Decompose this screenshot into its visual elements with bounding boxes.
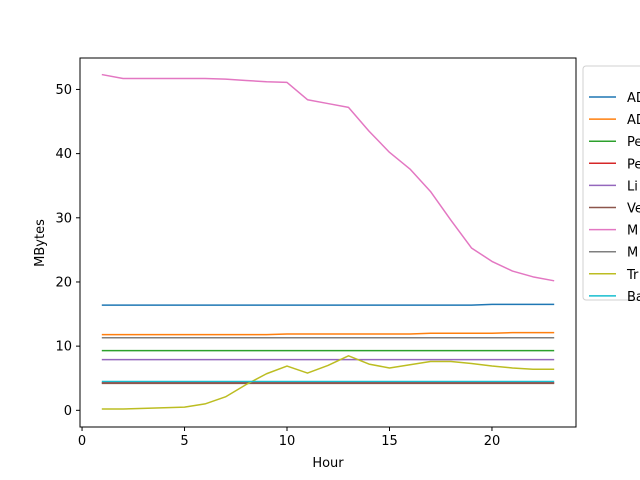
axes-frame [79,57,577,428]
y-tick-label: 0 [64,404,72,419]
legend-label-9: Tr [626,268,639,283]
x-tick-label: 20 [484,434,501,449]
series-line-2 [101,331,555,336]
series-line-1 [101,303,555,306]
legend-box [582,65,640,301]
x-tick-label: 5 [180,434,188,449]
y-axis-label: MBytes [33,219,48,267]
y-tick-label: 50 [55,83,72,98]
legend-label-1: AD [627,91,640,106]
legend-label-10: Ba [627,290,640,305]
y-tick-label: 20 [55,275,72,290]
y-tick-label: 30 [55,211,72,226]
y-tick-label: 10 [55,340,72,355]
y-axis-ticks: 0 10 20 30 40 50 [55,83,80,419]
plot-area [79,57,577,428]
legend-label-4: Pe [627,157,640,172]
legend-label-2: AD [627,113,640,128]
x-axis-label: Hour [312,456,344,471]
y-tick-label: 40 [55,147,72,162]
legend-label-5: Li [627,179,638,194]
x-tick-label: 10 [279,434,296,449]
legend: AD AD Pe Pe Li Ve MM Tr Ba [582,65,640,305]
legend-label-6: Ve [627,202,640,217]
series-line-9 [101,355,555,410]
legend-items: AD AD Pe Pe Li Ve MM Tr Ba [589,91,640,305]
series-lines [101,73,555,410]
legend-label-8: M [627,246,638,261]
x-axis-ticks: 0 5 10 15 20 [78,427,500,449]
legend-label-3: Pe [627,135,640,150]
x-tick-label: 0 [78,434,86,449]
series-line-7 [101,73,555,282]
legend-label-7: M [627,224,638,239]
x-tick-label: 15 [381,434,398,449]
